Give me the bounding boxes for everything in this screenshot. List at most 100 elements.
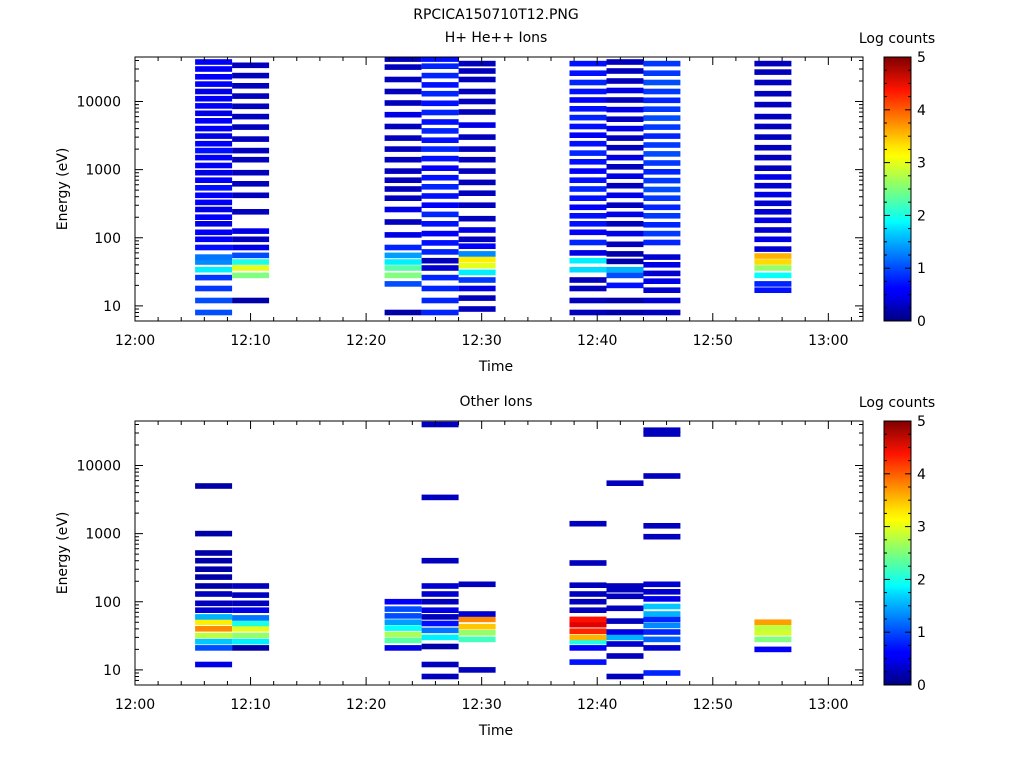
heatmap-cell [232, 297, 270, 304]
heatmap-cell [606, 87, 644, 94]
heatmap-cell [458, 243, 496, 249]
x-tick-label: 12:20 [346, 333, 386, 349]
heatmap-cell [569, 638, 607, 645]
heatmap-cell [754, 236, 792, 243]
heatmap-cell [606, 673, 644, 680]
heatmap-cell [754, 209, 792, 215]
heatmap-cell [421, 634, 459, 641]
heatmap-cell [421, 100, 459, 107]
heatmap-cell [195, 266, 233, 273]
heatmap-cell [232, 93, 270, 99]
y-axis-label: Energy (eV) [55, 512, 71, 595]
heatmap-cell [421, 673, 459, 680]
heatmap-cell [606, 241, 644, 248]
heatmap-cell [195, 583, 233, 589]
heatmap-cell [606, 629, 644, 635]
heatmap-cell [754, 272, 792, 279]
heatmap-cell [643, 88, 681, 95]
heatmap-cell [458, 630, 496, 636]
heatmap-cell [569, 60, 607, 67]
heatmap-cell [569, 229, 607, 236]
heatmap-cell [606, 97, 644, 103]
heatmap-cell [643, 533, 681, 540]
heatmap-cell [232, 615, 270, 621]
heatmap-cell [569, 177, 607, 183]
heatmap-cell [421, 155, 459, 162]
heatmap-cell [754, 287, 792, 293]
heatmap-cell [195, 169, 233, 176]
heatmap-cell [643, 70, 681, 76]
heatmap-cell [458, 122, 496, 128]
heatmap-cell [643, 106, 681, 112]
heatmap-cell [754, 134, 792, 140]
heatmap-cell [569, 88, 607, 95]
heatmap-cell [384, 123, 422, 130]
heatmap-cell [569, 195, 607, 201]
x-tick-label: 12:30 [461, 697, 501, 713]
heatmap-cell [754, 174, 792, 180]
heatmap-cell [569, 598, 607, 605]
heatmap-cell [384, 177, 422, 183]
colorbar-tick-label: 1 [917, 625, 926, 641]
heatmap-cell [643, 151, 681, 157]
heatmap-cell [458, 227, 496, 233]
heatmap-cell [195, 59, 233, 65]
heatmap-cell [195, 600, 233, 607]
heatmap-cell [643, 589, 681, 595]
heatmap-cell [195, 309, 233, 316]
heatmap-cell [569, 132, 607, 138]
heatmap-cell [458, 68, 496, 74]
heatmap-cell [569, 221, 607, 227]
heatmap-cell [643, 142, 681, 148]
heatmap-cell [232, 124, 270, 130]
heatmap-cell [384, 259, 422, 265]
heatmap-cell [643, 239, 681, 246]
heatmap-cell [569, 560, 607, 566]
heatmap-cell [754, 154, 792, 161]
heatmap-cell [569, 257, 607, 264]
heatmap-cell [458, 636, 496, 643]
heatmap-cell [643, 278, 681, 284]
heatmap-cell [232, 192, 270, 199]
heatmap-cell [569, 621, 607, 628]
heatmap-cell [384, 272, 422, 279]
heatmap-cell [384, 309, 422, 316]
heatmap-cell [606, 59, 644, 65]
heatmap-cell [384, 219, 422, 225]
heatmap-cell [643, 629, 681, 635]
heatmap-cell [384, 281, 422, 287]
heatmap-cell [606, 182, 644, 189]
heatmap-cell [195, 125, 233, 132]
heatmap-cell [195, 66, 233, 72]
heatmap-cell [421, 583, 459, 589]
heatmap-cell [606, 605, 644, 612]
heatmap-cell [195, 88, 233, 95]
heatmap-cell [569, 628, 607, 634]
heatmap-cell [606, 309, 644, 316]
heatmap-cell [195, 221, 233, 227]
heatmap-cell [458, 156, 496, 163]
heatmap-cell [421, 221, 459, 227]
heatmap-cell [195, 103, 233, 109]
heatmap-cell [606, 266, 644, 273]
heatmap-cell [643, 204, 681, 211]
heatmap-cell [232, 62, 270, 69]
heatmap-cell [458, 616, 496, 623]
heatmap-cell [421, 620, 459, 627]
heatmap-cell [195, 118, 233, 124]
heatmap-cell [643, 222, 681, 228]
heatmap-cell [754, 113, 792, 120]
heatmap-cell [569, 297, 607, 304]
heatmap-cell [754, 227, 792, 233]
heatmap-cell [232, 626, 270, 632]
heatmap-cell [421, 297, 459, 304]
heatmap-cell [569, 213, 607, 219]
heatmap-cell [232, 156, 270, 163]
heatmap-cell [195, 206, 233, 213]
heatmap-cell [754, 191, 792, 198]
heatmap-cell [754, 646, 792, 653]
panel-title: Other Ions [459, 394, 532, 410]
heatmap-cell [232, 252, 270, 259]
heatmap-cell [606, 221, 644, 227]
heatmap-cell [384, 265, 422, 271]
